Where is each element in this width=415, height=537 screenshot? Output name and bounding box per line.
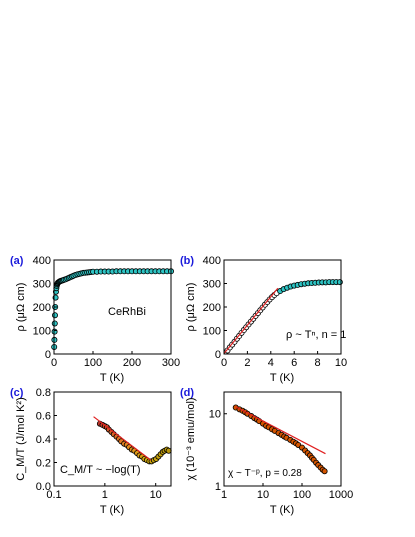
panel-a-data-point bbox=[51, 320, 58, 327]
panel-label-b: (b) bbox=[180, 255, 194, 267]
panel-d: (d) 1 10 100 1000 1 10 χ ~ T⁻ᵖ, p = 0.28 T (K… bbox=[180, 387, 353, 516]
panel-b-y-tick-label: 400 bbox=[203, 255, 221, 267]
panel-b-xlabel: T (K) bbox=[270, 372, 294, 384]
panel-b-fit-line bbox=[223, 287, 279, 354]
panel-c-xlabel: T (K) bbox=[100, 504, 124, 516]
panel-b-ylabel: ρ (μΩ cm) bbox=[185, 283, 197, 332]
panel-a-y-tick-label: 300 bbox=[33, 279, 51, 291]
panel-b-x-tick-label: 0 bbox=[221, 357, 227, 369]
panel-c-annotation: C_M/T ~ −log(T) bbox=[60, 464, 141, 476]
panel-label-d: (d) bbox=[180, 387, 194, 399]
panel-a: (a) 0 100 200 300 0 100 200 300 400 CeRhBi T (K)… bbox=[10, 255, 180, 384]
panel-c-ylabel: C_M/T (J/mol K²) bbox=[15, 397, 27, 481]
panel-a-y-tick-label: 200 bbox=[33, 302, 51, 314]
panel-c-x-tick-label: 0.1 bbox=[46, 489, 61, 501]
panel-c: (c) 0.1 1 10 0.0 0.2 0.4 0.6 0.8 C_M/T ~ −log(T… bbox=[10, 387, 172, 516]
panel-b-x-tick-label: 10 bbox=[335, 357, 347, 369]
panel-d-y-tick-label: 1 bbox=[215, 481, 221, 493]
panel-c-ticks: 0.1 1 10 0.0 0.2 0.4 0.6 0.8 bbox=[36, 387, 162, 501]
panel-c-fit-line bbox=[93, 416, 152, 461]
panel-a-y-tick-label: 400 bbox=[33, 255, 51, 267]
panel-b-x-tick-label: 8 bbox=[315, 357, 321, 369]
panel-a-x-tick-label: 200 bbox=[123, 357, 141, 369]
panel-b-x-tick-label: 6 bbox=[291, 357, 297, 369]
panel-c-x-tick-label: 10 bbox=[150, 489, 162, 501]
panel-d-annotation: χ ~ T⁻ᵖ, p = 0.28 bbox=[228, 468, 302, 479]
panel-d-x-tick-label: 1000 bbox=[329, 489, 353, 501]
panel-a-x-tick-label: 300 bbox=[162, 357, 180, 369]
panel-c-y-tick-label: 0.8 bbox=[36, 387, 51, 399]
panel-a-annotation: CeRhBi bbox=[108, 306, 146, 318]
panel-c-marks bbox=[93, 416, 172, 465]
panel-a-data-point bbox=[51, 328, 58, 335]
panel-b-marks bbox=[223, 279, 343, 354]
panel-c-y-tick-label: 0.0 bbox=[36, 481, 51, 493]
panel-label-a: (a) bbox=[10, 255, 24, 267]
panel-b-x-tick-label: 2 bbox=[244, 357, 250, 369]
panel-b-y-tick-label: 300 bbox=[203, 279, 221, 291]
panel-a-xlabel: T (K) bbox=[100, 372, 124, 384]
panel-d-y-tick-label: 10 bbox=[209, 409, 221, 421]
panel-label-c: (c) bbox=[10, 387, 24, 399]
panel-a-x-tick-label: 100 bbox=[84, 357, 102, 369]
panel-d-marks bbox=[232, 404, 328, 475]
panel-c-x-tick-label: 1 bbox=[102, 489, 108, 501]
panel-d-xlabel: T (K) bbox=[270, 504, 294, 516]
panel-c-y-tick-label: 0.6 bbox=[36, 411, 51, 423]
panel-b-data-point bbox=[336, 279, 343, 286]
panel-c-y-tick-label: 0.2 bbox=[36, 458, 51, 470]
panel-d-data-point bbox=[321, 468, 328, 475]
panel-b-y-tick-label: 200 bbox=[203, 302, 221, 314]
panel-d-x-tick-label: 100 bbox=[293, 489, 311, 501]
panel-a-ticks: 0 100 200 300 0 100 200 300 400 bbox=[33, 255, 181, 369]
panel-a-y-tick-label: 0 bbox=[45, 349, 51, 361]
panel-d-x-tick-label: 10 bbox=[257, 489, 269, 501]
panel-c-y-tick-label: 0.4 bbox=[36, 434, 51, 446]
panel-b-annotation: ρ ~ Tⁿ, n = 1 bbox=[286, 329, 346, 341]
panel-d-ticks: 1 10 100 1000 1 10 bbox=[209, 409, 353, 501]
panel-a-y-tick-label: 100 bbox=[33, 326, 51, 338]
panel-d-x-tick-label: 1 bbox=[221, 489, 227, 501]
panel-c-data-point bbox=[165, 447, 172, 454]
panel-d-ylabel: χ (10⁻³ emu/mol) bbox=[185, 397, 197, 480]
panel-d-fit-line bbox=[235, 406, 326, 455]
panel-b-y-tick-label: 0 bbox=[215, 349, 221, 361]
panel-a-ylabel: ρ (μΩ cm) bbox=[15, 283, 27, 332]
panel-b-y-tick-label: 100 bbox=[203, 326, 221, 338]
panel-b-x-tick-label: 4 bbox=[268, 357, 274, 369]
panel-d-frame bbox=[223, 391, 342, 487]
panel-a-x-tick-label: 0 bbox=[51, 357, 57, 369]
panel-a-data-point bbox=[51, 312, 58, 319]
